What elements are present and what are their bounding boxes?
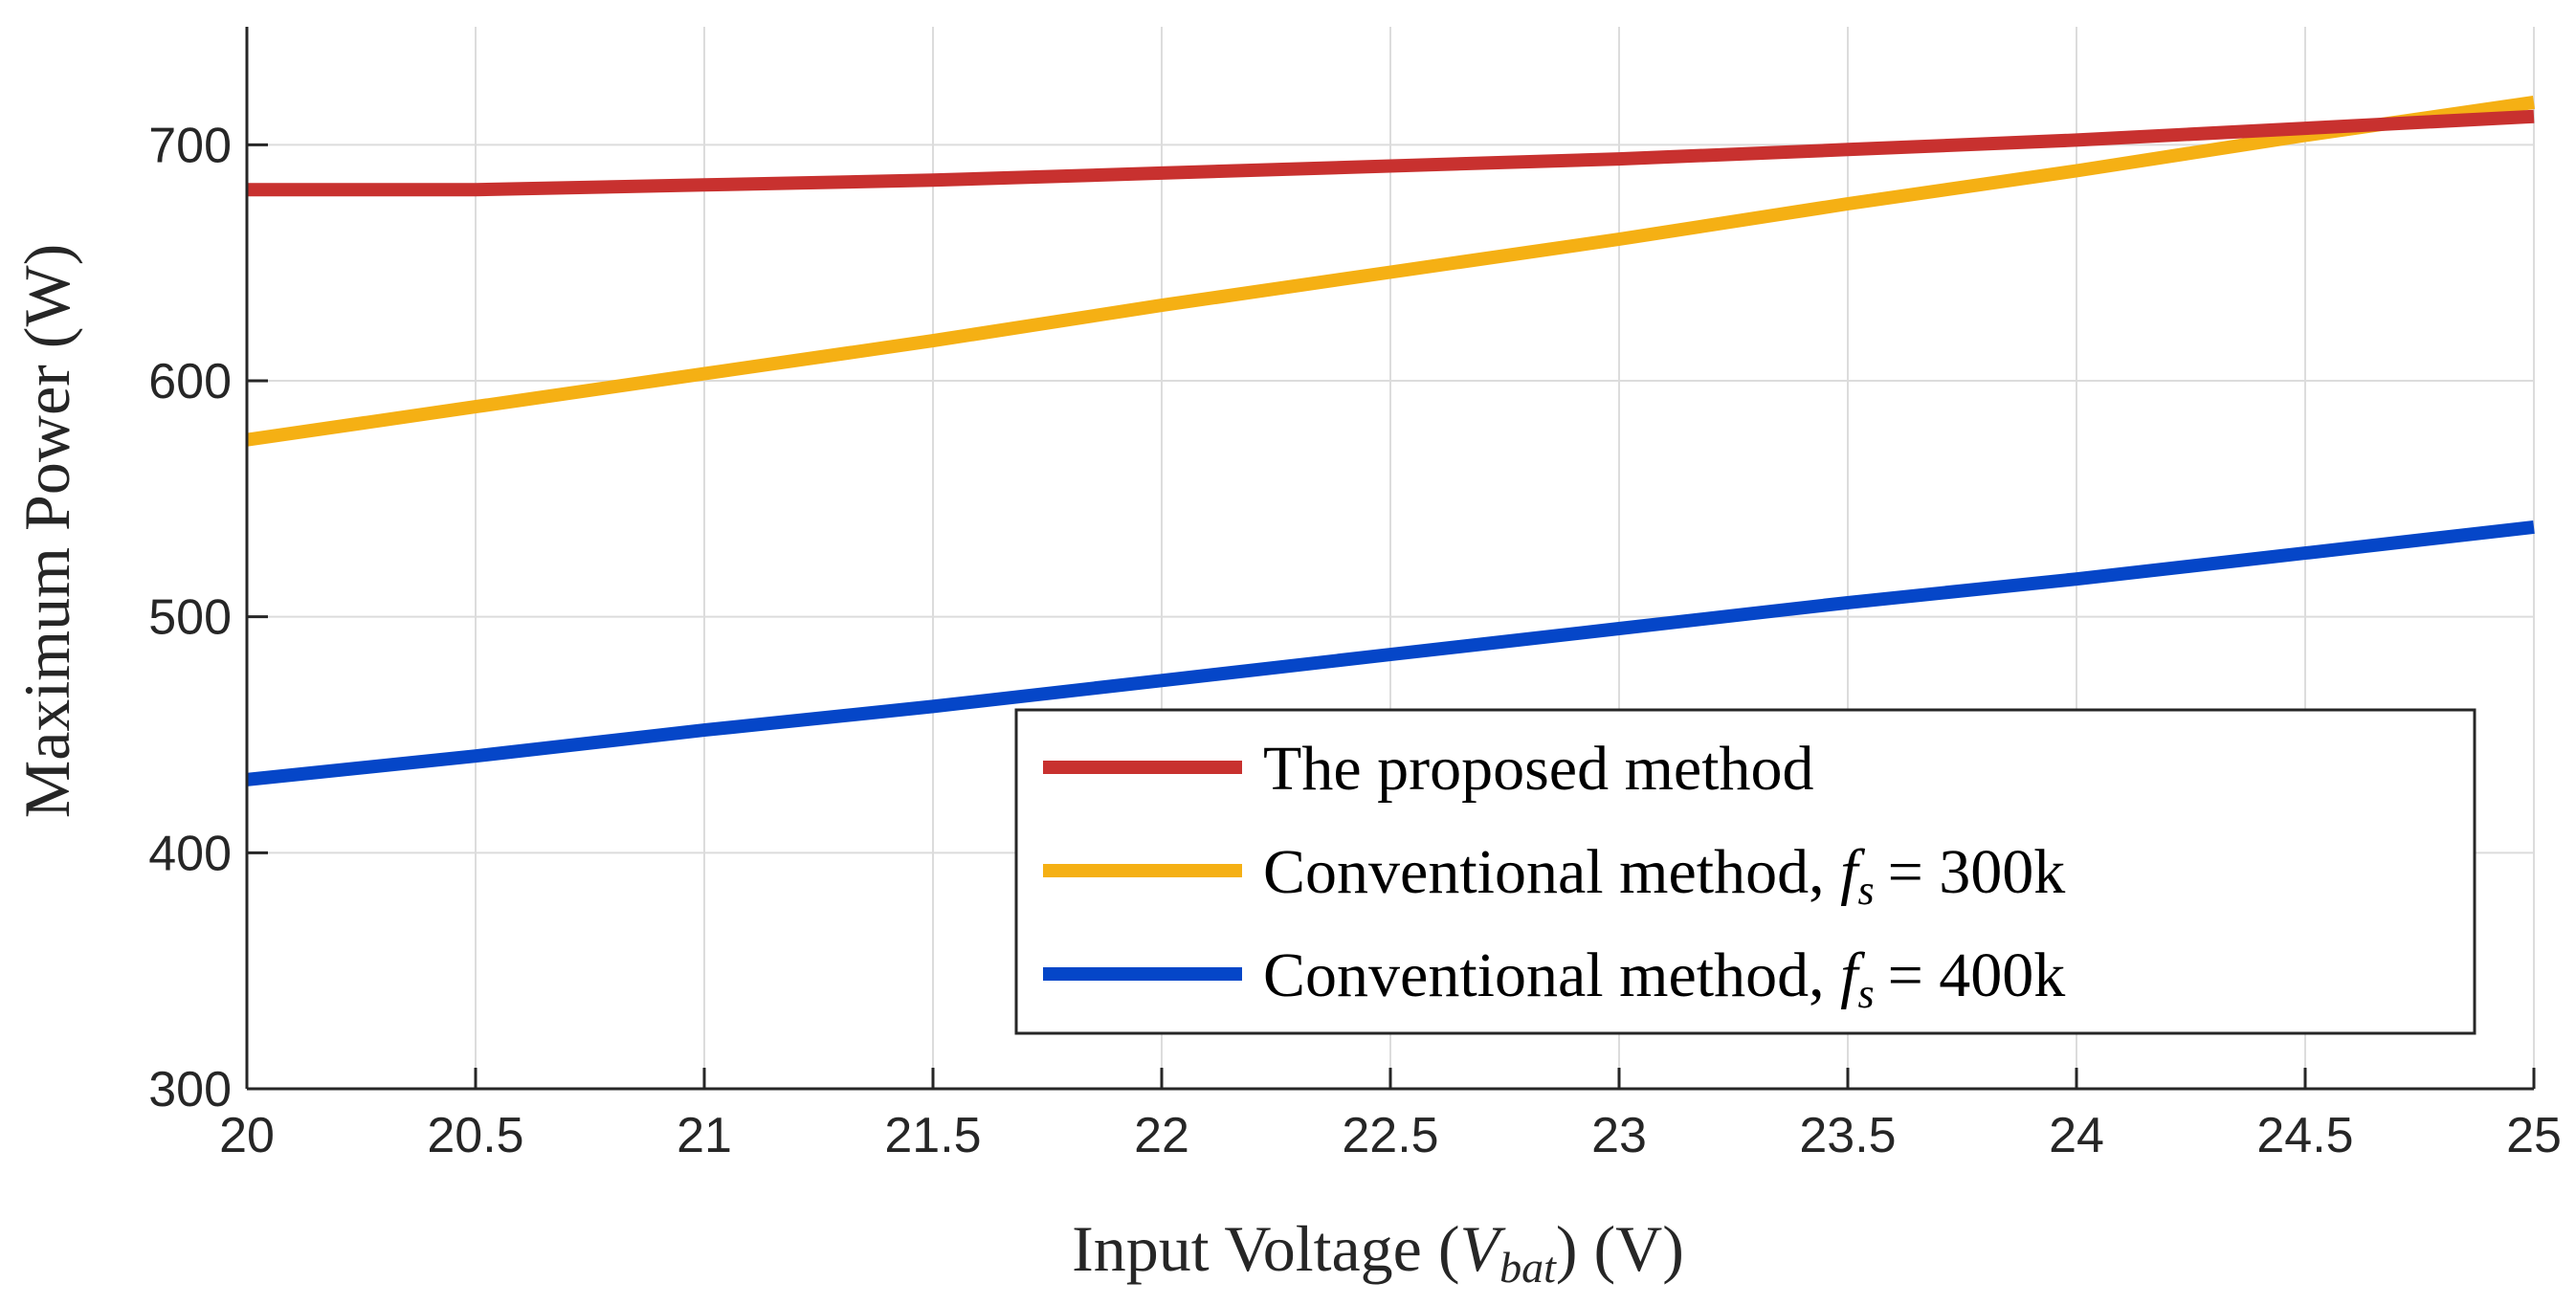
- legend: The proposed method Conventional method,…: [1014, 708, 2476, 1035]
- tick-labels: 20 20.5 21 21.5 22 22.5 23 23.5 24 24.5 25 300 400 50…: [148, 118, 2562, 1163]
- axes: [245, 27, 2536, 1091]
- y-tick-label: 600: [148, 354, 232, 409]
- x-tick-label: 22: [1134, 1108, 1189, 1163]
- x-axis-title-label: Input Voltage: [1072, 1212, 1422, 1285]
- y-axis-title: Maximum Power (W): [11, 244, 83, 819]
- series-line-conventional-method-f-s-300k: [245, 95, 2536, 447]
- legend-label-conventional-300k: Conventional method, fs = 300k: [1263, 837, 2065, 914]
- legend-entry-proposed: The proposed method: [1043, 734, 1814, 804]
- legend-box: [1014, 708, 2476, 1035]
- x-axis-title-close-paren: ): [1556, 1212, 1594, 1285]
- x-tick-label: 20.5: [427, 1108, 523, 1163]
- x-tick-label: 25: [2506, 1108, 2562, 1163]
- x-axis-title: Input Voltage (Vbat) (V): [1072, 1212, 1684, 1292]
- legend-label-conventional-400k: Conventional method, fs = 400k: [1263, 940, 2065, 1017]
- legend-entry-conventional-300k: Conventional method, fs = 300k: [1043, 837, 2065, 914]
- series-line-the-proposed-method: [247, 109, 2535, 197]
- x-axis-title-unit: (V): [1594, 1212, 1684, 1285]
- x-tick-label: 20: [219, 1108, 275, 1163]
- x-tick-label: 22.5: [1342, 1108, 1438, 1163]
- x-tick-label: 23: [1591, 1108, 1647, 1163]
- x-axis-title-open-paren: (: [1438, 1212, 1460, 1285]
- y-tick-label: 300: [148, 1062, 232, 1117]
- y-tick-label: 500: [148, 590, 232, 646]
- x-tick-label: 24.5: [2256, 1108, 2353, 1163]
- legend-entry-conventional-400k: Conventional method, fs = 400k: [1043, 940, 2065, 1017]
- x-tick-label: 21: [677, 1108, 732, 1163]
- series-lines: [245, 95, 2536, 786]
- x-tick-label: 21.5: [884, 1108, 981, 1163]
- y-tick-label: 700: [148, 118, 232, 173]
- legend-label-proposed: The proposed method: [1263, 734, 1814, 804]
- series-line-conventional-method-f-s-400k: [246, 520, 2535, 786]
- y-tick-label: 400: [148, 826, 232, 881]
- x-axis-title-var-sub: bat: [1499, 1243, 1557, 1292]
- x-axis-title-var: V: [1460, 1212, 1507, 1285]
- x-tick-label: 24: [2049, 1108, 2104, 1163]
- x-tick-label: 23.5: [1799, 1108, 1896, 1163]
- grid-lines: [247, 27, 2535, 1089]
